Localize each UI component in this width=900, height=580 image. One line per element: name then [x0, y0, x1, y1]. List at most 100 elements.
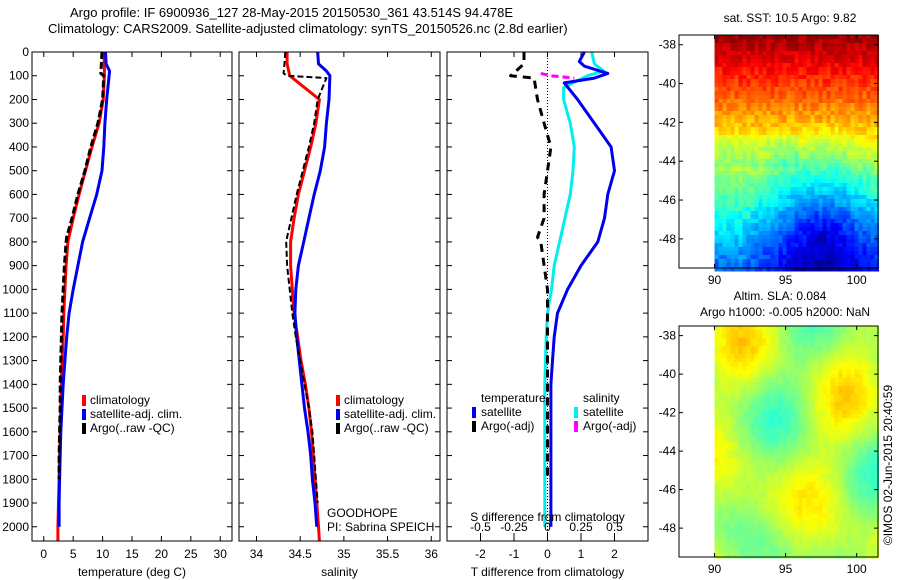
- map-cell: [858, 147, 864, 152]
- map-cell: [862, 215, 868, 220]
- map-cell: [786, 522, 792, 527]
- map-cell: [830, 187, 836, 192]
- map-cell: [810, 350, 816, 355]
- map-cell: [818, 191, 824, 196]
- map-cell: [866, 87, 872, 92]
- map-cell: [838, 474, 844, 479]
- map-cell: [778, 111, 784, 116]
- map-cell: [722, 195, 728, 200]
- map-cell: [778, 546, 784, 551]
- map-cell: [818, 51, 824, 56]
- map-cell: [814, 418, 820, 423]
- map-cell: [750, 243, 756, 248]
- map-cell: [794, 354, 800, 359]
- map-cell: [738, 195, 744, 200]
- map-cell: [822, 255, 828, 260]
- map-cell: [866, 203, 872, 208]
- map-cell: [814, 482, 820, 487]
- map-cell: [814, 127, 820, 132]
- map-cell: [730, 239, 736, 244]
- map-cell: [758, 143, 764, 148]
- map-cell: [738, 263, 744, 268]
- map-cell: [730, 378, 736, 383]
- map-cell: [850, 386, 856, 391]
- map-cell: [730, 243, 736, 248]
- map-cell: [834, 402, 840, 407]
- map-cell: [866, 390, 872, 395]
- map-cell: [794, 207, 800, 212]
- map-cell: [874, 155, 880, 160]
- map-cell: [786, 159, 792, 164]
- map-cell: [762, 247, 768, 252]
- map-cell: [742, 123, 748, 128]
- map-cell: [866, 502, 872, 507]
- legend-swatch: [472, 407, 476, 418]
- map-cell: [762, 251, 768, 256]
- map-cell: [794, 107, 800, 112]
- map-cell: [870, 227, 876, 232]
- map-cell: [738, 346, 744, 351]
- map-cell: [762, 67, 768, 72]
- map-cell: [790, 255, 796, 260]
- map-cell: [814, 215, 820, 220]
- map-cell: [818, 143, 824, 148]
- map-cell: [730, 354, 736, 359]
- map-cell: [830, 263, 836, 268]
- map-cell: [774, 550, 780, 555]
- map-cell: [870, 243, 876, 248]
- map-cell: [834, 418, 840, 423]
- map-cell: [738, 267, 744, 272]
- map-cell: [718, 526, 724, 531]
- map-cell: [770, 207, 776, 212]
- map-cell: [762, 514, 768, 519]
- map-cell: [846, 494, 852, 499]
- map-cell: [834, 430, 840, 435]
- series-line-satellite-adj: [57, 51, 112, 527]
- map-cell: [838, 446, 844, 451]
- map-cell: [802, 59, 808, 64]
- map-cell: [806, 398, 812, 403]
- map-cell: [862, 414, 868, 419]
- map-cell: [798, 151, 804, 156]
- map-cell: [850, 79, 856, 84]
- map-cell: [762, 402, 768, 407]
- map-cell: [770, 263, 776, 268]
- map-cell: [714, 406, 720, 411]
- series-line-satellite-adj: [293, 51, 332, 527]
- map-cell: [774, 239, 780, 244]
- map-cell: [790, 402, 796, 407]
- map-cell: [834, 143, 840, 148]
- map-cell: [790, 338, 796, 343]
- map-cell: [750, 147, 756, 152]
- map-cell: [866, 219, 872, 224]
- map-cell: [846, 67, 852, 72]
- map-cell: [734, 326, 740, 331]
- map-cell: [810, 514, 816, 519]
- map-cell: [794, 438, 800, 443]
- map-cell: [782, 235, 788, 240]
- map-cell: [850, 135, 856, 140]
- map-cell: [754, 115, 760, 120]
- map-cell: [746, 526, 752, 531]
- map-cell: [738, 482, 744, 487]
- map-cell: [858, 91, 864, 96]
- map-cell: [798, 127, 804, 132]
- map-cell: [778, 538, 784, 543]
- map-cell: [822, 63, 828, 68]
- map-cell: [782, 542, 788, 547]
- map-cell: [846, 410, 852, 415]
- map-cell: [766, 398, 772, 403]
- map-cell: [810, 478, 816, 483]
- map-cell: [750, 498, 756, 503]
- map-cell: [866, 243, 872, 248]
- map-cell: [818, 199, 824, 204]
- map-cell: [794, 514, 800, 519]
- map-cell: [794, 259, 800, 264]
- map-cell: [762, 374, 768, 379]
- map-cell: [774, 522, 780, 527]
- map-cell: [714, 47, 720, 52]
- map-cell: [874, 91, 880, 96]
- map-cell: [810, 526, 816, 531]
- map-cell: [838, 350, 844, 355]
- map-cell: [754, 231, 760, 236]
